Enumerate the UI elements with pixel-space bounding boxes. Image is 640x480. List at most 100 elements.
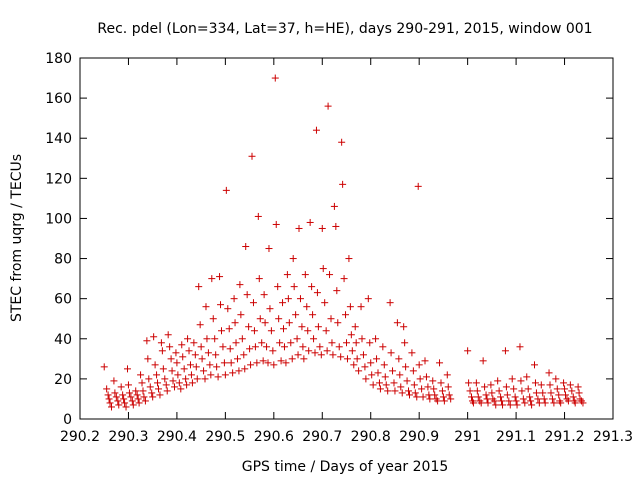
data-point <box>149 393 157 401</box>
data-point <box>359 351 367 359</box>
data-point <box>527 397 535 405</box>
x-axis-label: GPS time / Days of year 2015 <box>242 459 449 475</box>
data-point <box>242 243 250 251</box>
data-point <box>184 335 192 343</box>
data-point <box>474 393 482 401</box>
data-point <box>287 339 295 347</box>
data-point <box>534 395 542 403</box>
data-point <box>396 371 404 379</box>
data-point <box>303 303 311 311</box>
data-point <box>265 245 273 253</box>
data-point <box>111 389 119 397</box>
data-point <box>519 395 527 403</box>
data-point <box>217 301 225 309</box>
data-point <box>351 323 359 331</box>
data-point <box>357 303 365 311</box>
data-point <box>526 393 534 401</box>
data-point <box>282 359 290 367</box>
data-point <box>208 275 216 283</box>
data-point <box>518 387 526 395</box>
x-tick-label: 290.5 <box>205 429 245 445</box>
data-point <box>204 349 212 357</box>
data-point <box>222 186 230 194</box>
data-point <box>156 391 164 399</box>
data-point <box>479 357 487 365</box>
data-point <box>309 311 317 319</box>
data-point <box>367 359 375 367</box>
data-point <box>241 365 249 373</box>
data-point <box>510 385 518 393</box>
data-point <box>384 387 392 395</box>
data-point <box>153 371 161 379</box>
data-point <box>207 371 215 379</box>
data-point <box>468 393 476 401</box>
data-point <box>488 389 496 397</box>
data-point <box>438 387 446 395</box>
data-point <box>445 391 453 399</box>
data-point <box>197 343 205 351</box>
data-point <box>220 359 228 367</box>
x-tick-label: 290.4 <box>157 429 197 445</box>
data-point <box>299 343 307 351</box>
data-point <box>517 377 525 385</box>
data-point <box>294 351 302 359</box>
data-point <box>311 349 319 357</box>
data-point <box>263 343 271 351</box>
data-point <box>177 385 185 393</box>
data-point <box>505 397 513 405</box>
data-point <box>343 339 350 347</box>
data-point <box>528 401 536 409</box>
data-point <box>170 383 178 391</box>
data-point <box>140 393 148 401</box>
data-point <box>574 383 582 391</box>
data-point <box>524 385 532 393</box>
x-tick-label: 290.2 <box>60 429 100 445</box>
data-point <box>266 305 274 313</box>
y-axis-label: STEC from uqrg / TECUs <box>9 154 25 322</box>
data-point <box>419 393 427 401</box>
data-point <box>411 389 419 397</box>
data-point <box>516 343 524 351</box>
data-point <box>196 321 204 329</box>
data-point <box>389 367 397 375</box>
data-point <box>235 367 243 375</box>
data-point <box>226 345 234 353</box>
data-point <box>328 339 336 347</box>
data-point <box>143 337 151 345</box>
data-point <box>129 401 137 409</box>
x-tick-label: 290.3 <box>108 429 148 445</box>
data-point <box>512 397 520 405</box>
data-point <box>274 283 282 291</box>
data-point <box>285 319 293 327</box>
data-point <box>180 365 188 373</box>
data-point <box>243 291 251 299</box>
data-point <box>421 357 429 365</box>
data-point <box>259 357 267 365</box>
data-point <box>289 255 297 263</box>
data-point <box>333 287 341 295</box>
data-point <box>381 373 389 381</box>
y-tick-label: 180 <box>45 51 72 67</box>
data-point <box>128 397 136 405</box>
data-point <box>424 383 432 391</box>
data-point <box>566 381 574 389</box>
data-point <box>264 359 272 367</box>
y-tick-label: 160 <box>45 91 72 107</box>
data-point <box>193 375 201 383</box>
data-point <box>280 325 288 333</box>
data-point <box>166 343 174 351</box>
data-point <box>246 345 254 353</box>
data-point <box>256 315 264 323</box>
data-point <box>579 399 587 407</box>
data-point <box>482 391 490 399</box>
data-point <box>550 399 558 407</box>
data-point <box>531 379 539 387</box>
data-point <box>345 255 353 263</box>
y-tick-label: 20 <box>54 372 72 388</box>
data-point <box>532 389 540 397</box>
data-point <box>340 275 348 283</box>
data-point <box>481 383 489 391</box>
data-point <box>304 327 312 335</box>
data-point <box>319 265 327 273</box>
data-point <box>395 355 403 363</box>
